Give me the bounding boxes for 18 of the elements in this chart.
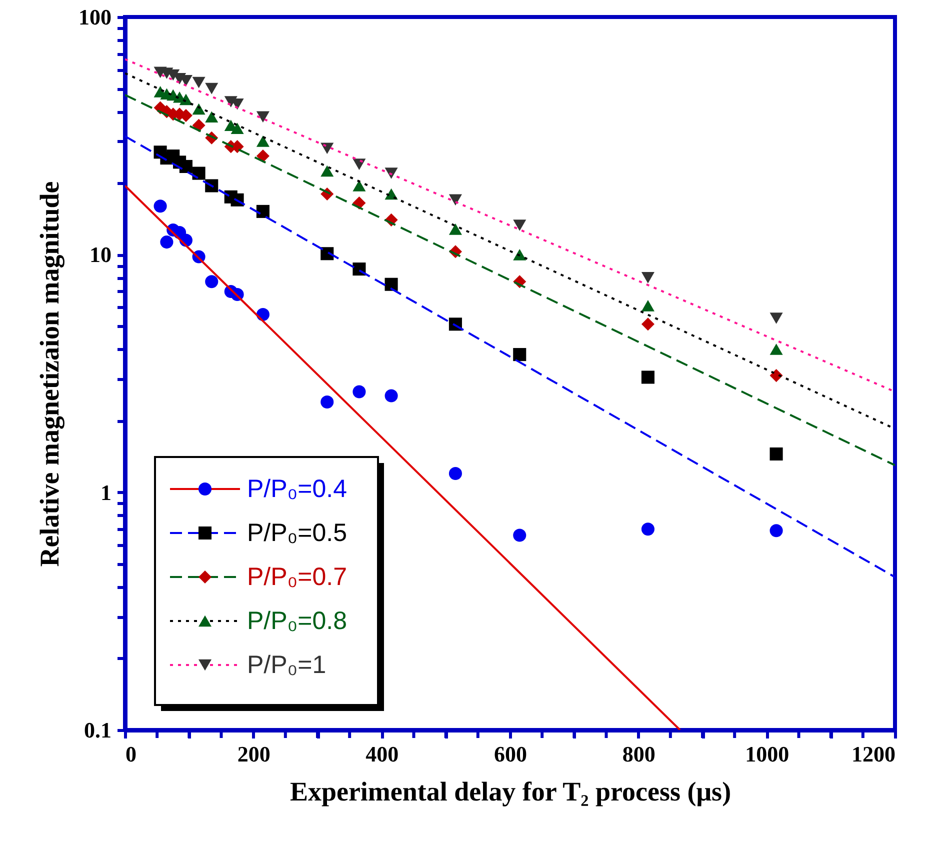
legend-label: P/P₀=0.5 bbox=[247, 519, 348, 547]
y-tick-label: 10 bbox=[90, 242, 112, 268]
x-tick-label: 800 bbox=[622, 742, 656, 766]
y-axis-title: Relative magnetizaion magnitude bbox=[34, 181, 64, 567]
y-tick-label: 100 bbox=[78, 4, 112, 30]
x-tick-label: 1000 bbox=[745, 742, 790, 766]
legend-label: P/P₀=0.4 bbox=[247, 475, 348, 503]
y-tick-label: 0.1 bbox=[84, 718, 112, 742]
x-tick-label: 200 bbox=[237, 742, 270, 766]
x-axis-title: Experimental delay for T₂ process (μs) bbox=[290, 776, 732, 806]
legend-label: P/P₀=0.7 bbox=[247, 563, 348, 591]
y-tick-label: 1 bbox=[100, 480, 112, 505]
x-tick-label: 400 bbox=[366, 742, 399, 766]
x-tick-label: 0 bbox=[126, 742, 136, 766]
legend-label: P/P₀=0.8 bbox=[247, 607, 348, 635]
x-tick-label: 600 bbox=[494, 742, 527, 766]
x-tick-label: 1200 bbox=[852, 742, 896, 766]
legend-label: P/P₀=1 bbox=[247, 651, 326, 679]
